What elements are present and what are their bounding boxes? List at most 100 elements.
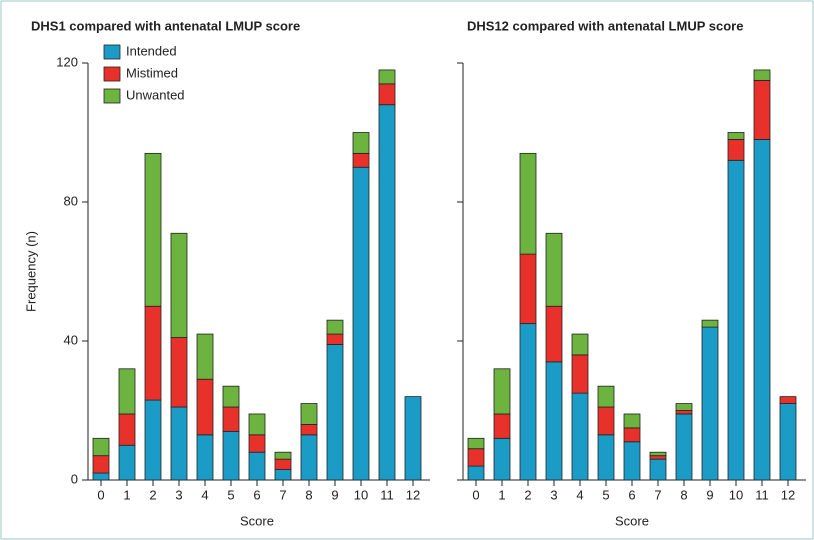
bar-segment xyxy=(378,69,396,85)
bar-segment xyxy=(571,392,589,481)
bar-segment xyxy=(649,458,667,481)
bar-segment xyxy=(222,406,240,432)
bar-segment xyxy=(326,333,344,345)
x-tick-label: 4 xyxy=(576,487,583,502)
bar-segment xyxy=(727,139,745,161)
bar-segment xyxy=(326,344,344,481)
legend-label: Unwanted xyxy=(126,87,185,102)
x-axis-label: Score xyxy=(240,513,274,528)
y-tick-label: 40 xyxy=(64,332,78,347)
chart-title: DHS1 compared with antenatal LMUP score xyxy=(31,18,300,33)
bar-segment xyxy=(404,396,422,481)
legend-label: Intended xyxy=(126,43,177,58)
bar-segment xyxy=(300,403,318,425)
bar-segment xyxy=(493,437,511,481)
bar-segment xyxy=(300,423,318,436)
bar-segment xyxy=(623,413,641,429)
bar-segment xyxy=(144,399,162,481)
bar-segment xyxy=(222,430,240,481)
x-tick-label: 6 xyxy=(628,487,635,502)
bar-segment xyxy=(675,403,693,411)
legend-swatch xyxy=(103,66,121,82)
bar-segment xyxy=(493,413,511,439)
bar-segment xyxy=(196,378,214,436)
bar-segment xyxy=(675,410,693,415)
bar-segment xyxy=(519,323,537,481)
bar-segment xyxy=(118,413,136,446)
bar-segment xyxy=(352,166,370,481)
bar-segment xyxy=(92,472,110,481)
x-tick-label: 1 xyxy=(123,487,130,502)
bar-segment xyxy=(571,333,589,356)
bar-segment xyxy=(649,455,667,460)
bar-segment xyxy=(545,361,563,481)
bar-segment xyxy=(727,159,745,481)
x-tick-label: 12 xyxy=(406,487,420,502)
bar-segment xyxy=(467,465,485,481)
x-tick-label: 9 xyxy=(706,487,713,502)
bar-segment xyxy=(467,448,485,467)
bar-segment xyxy=(248,434,266,453)
bar-segment xyxy=(753,139,771,481)
bar-segment xyxy=(92,455,110,474)
bar-segment xyxy=(144,152,162,307)
x-tick-label: 11 xyxy=(380,487,394,502)
bar-segment xyxy=(701,326,719,481)
bar-segment xyxy=(118,368,136,415)
bar-segment xyxy=(196,333,214,380)
bar-segment xyxy=(779,403,797,481)
x-tick-label: 6 xyxy=(253,487,260,502)
chart-title: DHS12 compared with antenatal LMUP score xyxy=(467,18,743,33)
x-tick-label: 12 xyxy=(781,487,795,502)
x-tick-label: 7 xyxy=(654,487,661,502)
y-tick-label: 80 xyxy=(64,193,78,208)
bar-segment xyxy=(300,434,318,481)
bar-segment xyxy=(753,69,771,81)
x-tick-label: 8 xyxy=(680,487,687,502)
legend-swatch xyxy=(103,88,121,104)
bar-segment xyxy=(248,451,266,481)
x-tick-label: 1 xyxy=(498,487,505,502)
bar-segment xyxy=(170,232,188,338)
bar-segment xyxy=(779,396,797,404)
x-tick-label: 0 xyxy=(97,487,104,502)
legend-label: Mistimed xyxy=(126,65,178,80)
y-tick-label: 120 xyxy=(56,54,78,69)
bar-segment xyxy=(274,469,292,481)
bar-segment xyxy=(467,437,485,450)
bar-segment xyxy=(378,83,396,106)
bar-segment xyxy=(649,451,667,457)
x-tick-label: 7 xyxy=(279,487,286,502)
bar-segment xyxy=(753,79,771,140)
bar-segment xyxy=(274,458,292,470)
x-tick-label: 5 xyxy=(227,487,234,502)
x-tick-label: 9 xyxy=(331,487,338,502)
bar-segment xyxy=(144,305,162,401)
bar-segment xyxy=(352,152,370,168)
bar-segment xyxy=(196,434,214,481)
x-axis-label: Score xyxy=(615,513,649,528)
x-tick-label: 10 xyxy=(729,487,743,502)
bar-segment xyxy=(545,305,563,363)
bar-segment xyxy=(222,385,240,408)
bar-segment xyxy=(519,152,537,255)
bar-segment xyxy=(701,319,719,328)
x-tick-label: 11 xyxy=(755,487,769,502)
x-tick-label: 8 xyxy=(305,487,312,502)
y-axis-label: Frequency (n) xyxy=(23,231,38,312)
bar-segment xyxy=(326,319,344,335)
x-tick-label: 5 xyxy=(602,487,609,502)
x-tick-label: 3 xyxy=(175,487,182,502)
y-tick-label: 0 xyxy=(71,471,78,486)
bar-segment xyxy=(493,368,511,415)
x-tick-label: 2 xyxy=(149,487,156,502)
bar-segment xyxy=(675,413,693,481)
bar-segment xyxy=(623,441,641,481)
legend-swatch xyxy=(103,44,121,60)
bar-segment xyxy=(545,232,563,307)
bar-segment xyxy=(92,437,110,457)
x-tick-label: 2 xyxy=(524,487,531,502)
bar-segment xyxy=(352,132,370,154)
x-tick-label: 3 xyxy=(550,487,557,502)
